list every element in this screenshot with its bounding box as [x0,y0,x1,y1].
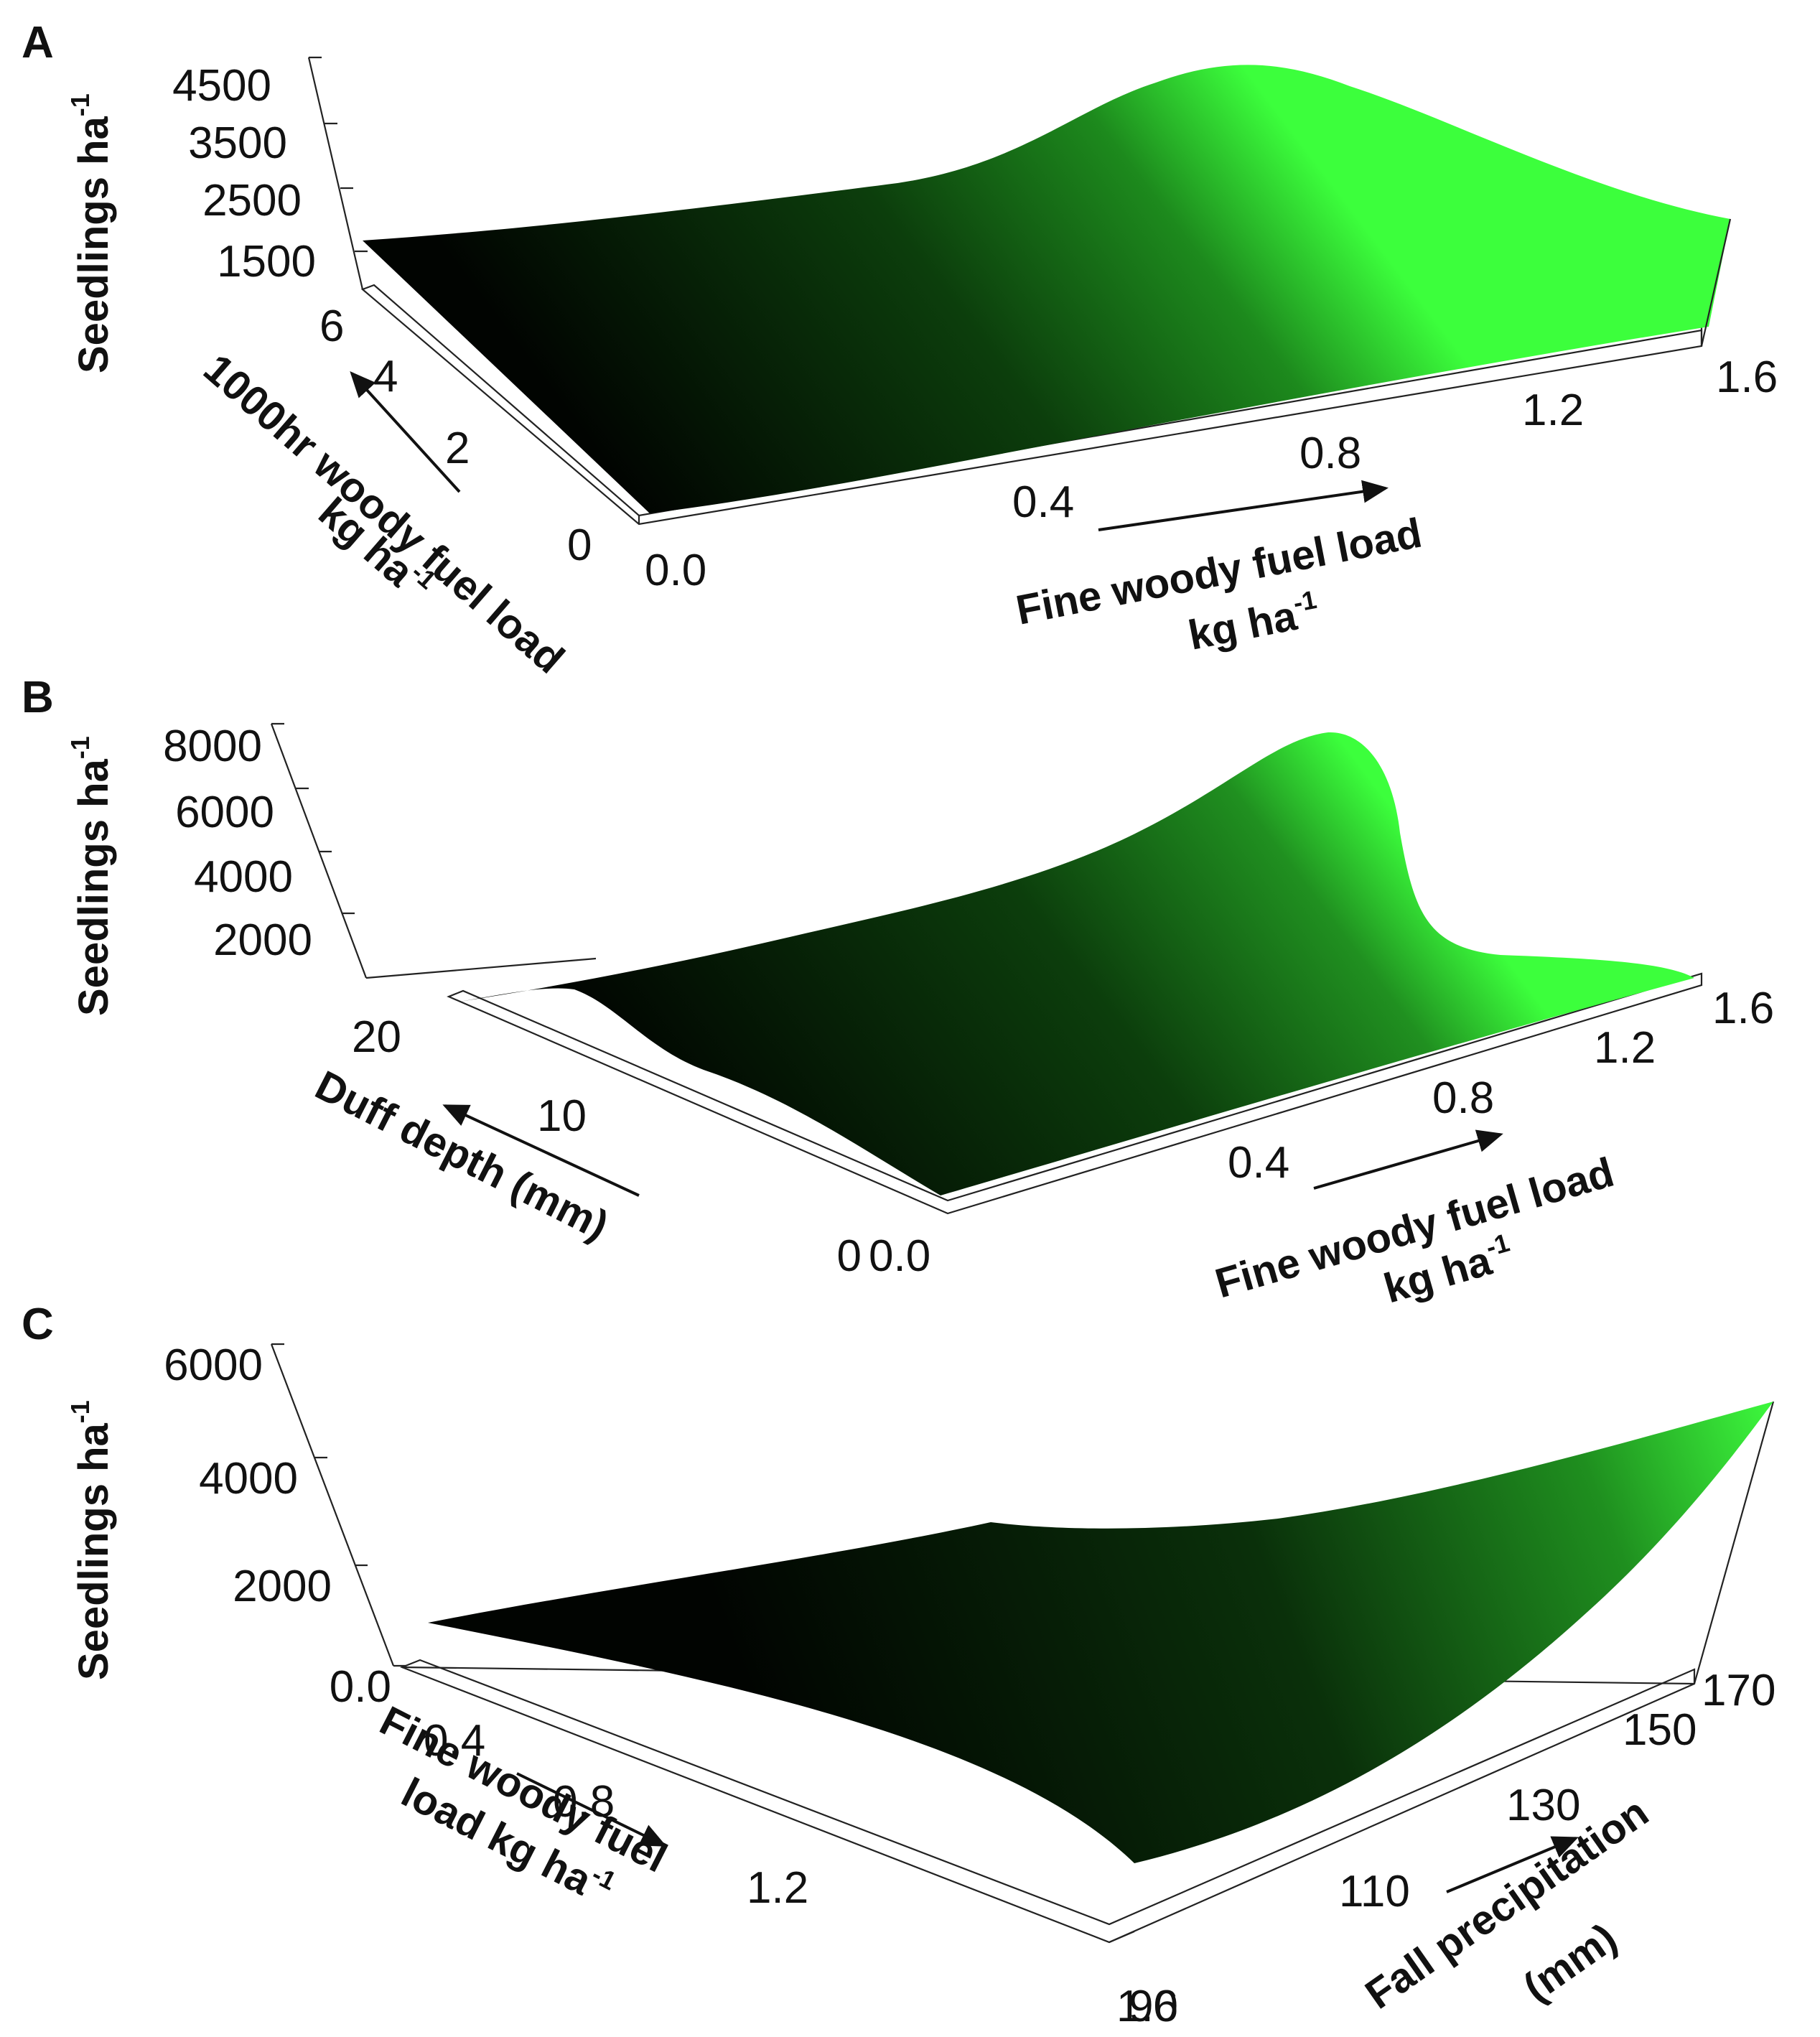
panel-a: A 4500 3500 2500 1500 0.0 0.4 0.8 1.2 1.… [22,18,1778,683]
y-tick-label: 130 [1506,1781,1580,1830]
y-tick-label: 0 [837,1231,862,1281]
z-axis-title: Seedlings ha-1 [65,1400,117,1680]
x-tick-label: 0.0 [869,1231,930,1281]
x-axis-arrow [1098,480,1389,531]
panel-c: C 6000 4000 2000 0.0 1.6 1.2 0.8 0.4 90 … [22,1300,1775,2031]
y-axis-subtitle: (mm) [1515,1914,1625,2011]
z-tick-label: 2500 [202,176,302,225]
z-tick-label: 8000 [163,722,262,771]
panel-label: B [22,673,54,722]
x-tick-label: 1.6 [1716,353,1778,402]
z-axis-line [307,57,364,290]
x-tick-label: 0.4 [1228,1138,1289,1188]
y-tick-label: 6 [319,302,344,351]
x-tick-label: 0.4 [424,1716,485,1766]
x-tick-label: 0.0 [645,546,706,595]
y-tick-label: 170 [1702,1666,1775,1715]
x-axis-arrow [516,1772,667,1847]
x-tick-label: 1.2 [1522,386,1584,435]
x-tick-label: 0.8 [1432,1073,1494,1123]
z-tick-label: 6000 [164,1341,263,1390]
z-tick-label: 4500 [172,61,271,111]
z-tick-label: 3500 [188,118,287,168]
z-tick-label: 6000 [175,788,274,837]
x-tick-label: 0.8 [1299,429,1361,478]
y-tick-label: 110 [1339,1867,1410,1916]
surface [428,1402,1773,1863]
panel-label: A [22,18,54,67]
x-tick-label: 1.6 [1712,984,1774,1033]
z-tick-label: 1500 [217,237,316,286]
x-tick-label: 1.2 [1594,1023,1656,1073]
y-axis-arrow [350,371,461,493]
panel-label: C [22,1300,54,1349]
x-tick-label: 1.2 [747,1863,808,1913]
edge-line [1109,1930,1135,1944]
y-tick-label: 150 [1623,1705,1697,1755]
surface [459,732,1694,1195]
y-axis-title: Duff depth (mm) [308,1062,616,1249]
y-tick-label: 4 [373,352,398,401]
x-axis-arrow [1313,1129,1503,1190]
z-axis-line [270,1343,395,1667]
y-tick-label: 10 [537,1091,587,1141]
floor-box [447,972,1703,1215]
z-axis-title: Seedlings ha-1 [65,93,117,373]
z-tick-label: 2000 [213,915,312,965]
z-tick-label: 2000 [233,1562,332,1611]
x-tick-label: 0.4 [1012,477,1074,527]
y-tick-label: 2 [445,424,470,473]
y-tick-label: 20 [352,1012,401,1062]
edge-line [1693,1401,1775,1684]
z-axis-title: Seedlings ha-1 [65,736,117,1016]
back-line [365,957,597,979]
y-axis-arrow [1446,1836,1579,1893]
z-tick-label: 4000 [194,852,293,902]
y-axis-arrow [442,1104,640,1197]
y-tick-label: 90 [1129,1982,1178,2031]
z-tick-label: 0.0 [330,1662,391,1712]
y-tick-label: 0 [567,521,592,570]
surface [363,65,1730,513]
z-tick-label: 4000 [199,1454,298,1504]
x-tick-label: 1.6 [1116,1982,1178,2031]
edge-line [1700,218,1732,347]
x-tick-label: 0.8 [553,1777,615,1827]
panel-b: B 8000 6000 4000 2000 0.0 0.4 0.8 1.2 1.… [22,673,1774,1312]
